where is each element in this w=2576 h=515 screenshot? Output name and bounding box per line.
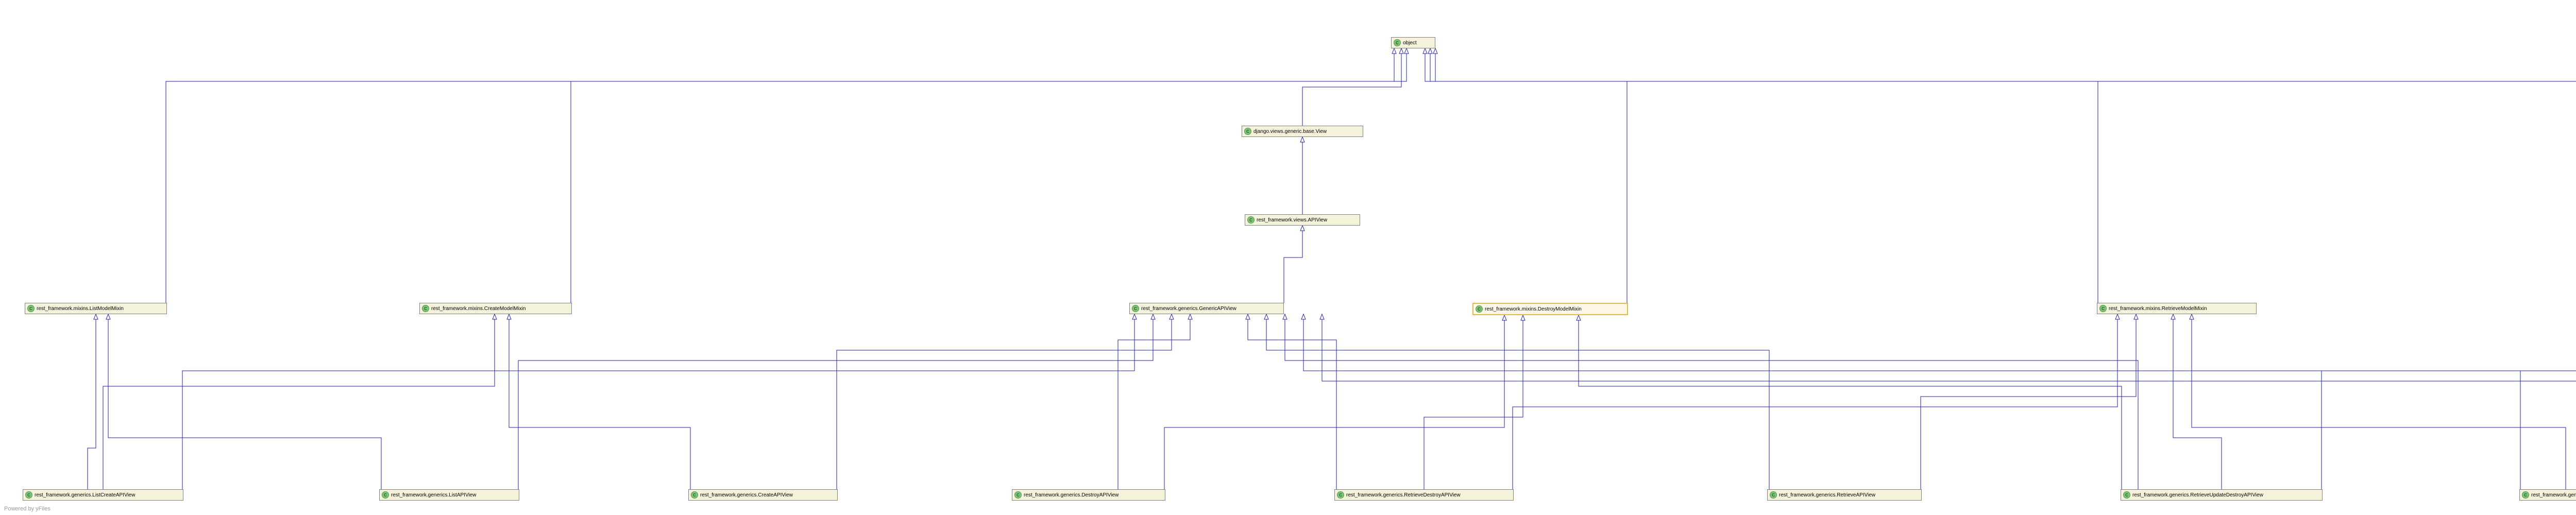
class-node-destroy_view[interactable]: Crest_framework.generics.DestroyAPIView: [1012, 489, 1165, 501]
class-node-create_mixin[interactable]: Crest_framework.mixins.CreateModelMixin: [419, 303, 572, 314]
class-icon: C: [1247, 216, 1255, 224]
class-node-rud_view[interactable]: Crest_framework.generics.RetrieveUpdateD…: [2121, 489, 2323, 501]
class-icon: C: [2522, 491, 2529, 499]
class-label: rest_framework.generics.ListAPIView: [391, 492, 476, 498]
class-icon: C: [1244, 128, 1251, 135]
class-node-apiview[interactable]: Crest_framework.views.APIView: [1245, 214, 1360, 226]
class-node-destroy_mixin[interactable]: Crest_framework.mixins.DestroyModelMixin: [1472, 303, 1628, 315]
class-node-generic_apiview[interactable]: Crest_framework.generics.GenericAPIView: [1129, 303, 1284, 314]
class-icon: C: [1132, 305, 1139, 312]
inheritance-edge: [1118, 314, 1190, 489]
inheritance-edge: [1430, 48, 2098, 303]
inheritance-edge: [182, 314, 1134, 489]
class-label: rest_framework.generics.RetrieveUpdateDe…: [2132, 492, 2263, 498]
inheritance-edge: [1285, 314, 2138, 489]
class-icon: C: [2123, 491, 2130, 499]
class-icon: C: [1014, 491, 1022, 499]
footer-credit: Powered by yFiles: [4, 506, 50, 512]
class-label: rest_framework.mixins.DestroyModelMixin: [1485, 306, 1582, 312]
edge-layer: [0, 0, 2576, 515]
class-node-object[interactable]: Cobject: [1391, 37, 1435, 48]
inheritance-edge: [1424, 315, 1523, 489]
inheritance-edge: [1435, 48, 2576, 303]
inheritance-edge: [103, 314, 495, 489]
class-node-retrieve_mixin[interactable]: Crest_framework.mixins.RetrieveModelMixi…: [2097, 303, 2257, 314]
class-label: rest_framework.generics.DestroyAPIView: [1024, 492, 1118, 498]
class-label: rest_framework.generics.ListCreateAPIVie…: [35, 492, 135, 498]
inheritance-edge: [1164, 315, 1504, 489]
inheritance-edge: [1266, 314, 1769, 489]
inheritance-edge: [837, 314, 1172, 489]
inheritance-edge: [1284, 226, 1302, 303]
class-icon: C: [1770, 491, 1777, 499]
class-icon: C: [2099, 305, 2107, 312]
class-label: rest_framework.generics.GenericAPIView: [1141, 306, 1236, 312]
class-label: rest_framework.generics.RetrieveAPIView: [1779, 492, 1875, 498]
class-icon: C: [691, 491, 698, 499]
inheritance-edge: [88, 314, 96, 489]
class-icon: C: [1476, 305, 1483, 313]
inheritance-edge: [1303, 314, 2520, 489]
class-icon: C: [382, 491, 389, 499]
inheritance-edge: [1248, 314, 1336, 489]
inheritance-edge: [571, 48, 1406, 303]
inheritance-edge: [1579, 315, 2122, 489]
class-node-create_view[interactable]: Crest_framework.generics.CreateAPIView: [688, 489, 838, 501]
class-label: rest_framework.generics.RetrieveUpdateAP…: [2531, 492, 2576, 498]
class-label: rest_framework.mixins.CreateModelMixin: [431, 306, 526, 312]
class-label: rest_framework.mixins.RetrieveModelMixin: [2109, 306, 2207, 312]
class-icon: C: [422, 305, 429, 312]
class-label: rest_framework.views.APIView: [1257, 217, 1327, 223]
inheritance-edge: [166, 48, 1394, 303]
class-icon: C: [1394, 39, 1401, 46]
inheritance-edge: [518, 314, 1153, 489]
inheritance-edge: [1513, 314, 2117, 489]
inheritance-edge: [1322, 314, 2576, 489]
class-node-django_view[interactable]: Cdjango.views.generic.base.View: [1242, 126, 1363, 137]
inheritance-edge: [2321, 314, 2576, 489]
class-node-retrieveupdate_view[interactable]: Crest_framework.generics.RetrieveUpdateA…: [2519, 489, 2576, 501]
class-label: object: [1403, 40, 1417, 46]
inheritance-edge: [2192, 314, 2566, 489]
inheritance-edge: [509, 314, 690, 489]
class-node-retrievedestroy_view[interactable]: Crest_framework.generics.RetrieveDestroy…: [1334, 489, 1514, 501]
class-label: rest_framework.mixins.ListModelMixin: [37, 306, 124, 312]
class-node-retrieve_view[interactable]: Crest_framework.generics.RetrieveAPIView: [1767, 489, 1922, 501]
class-label: django.views.generic.base.View: [1253, 129, 1327, 134]
inheritance-edge: [108, 314, 381, 489]
class-label: rest_framework.generics.CreateAPIView: [700, 492, 793, 498]
class-icon: C: [1337, 491, 1344, 499]
class-node-listcreate_view[interactable]: Crest_framework.generics.ListCreateAPIVi…: [23, 489, 183, 501]
inheritance-edge: [1302, 48, 1401, 126]
inheritance-edge: [2173, 314, 2222, 489]
class-node-list_mixin[interactable]: Crest_framework.mixins.ListModelMixin: [25, 303, 167, 314]
inheritance-edge: [1921, 314, 2136, 489]
class-node-list_view[interactable]: Crest_framework.generics.ListAPIView: [379, 489, 519, 501]
inheritance-edge: [1425, 48, 1627, 303]
class-label: rest_framework.generics.RetrieveDestroyA…: [1346, 492, 1461, 498]
class-icon: C: [25, 491, 32, 499]
class-icon: C: [27, 305, 35, 312]
